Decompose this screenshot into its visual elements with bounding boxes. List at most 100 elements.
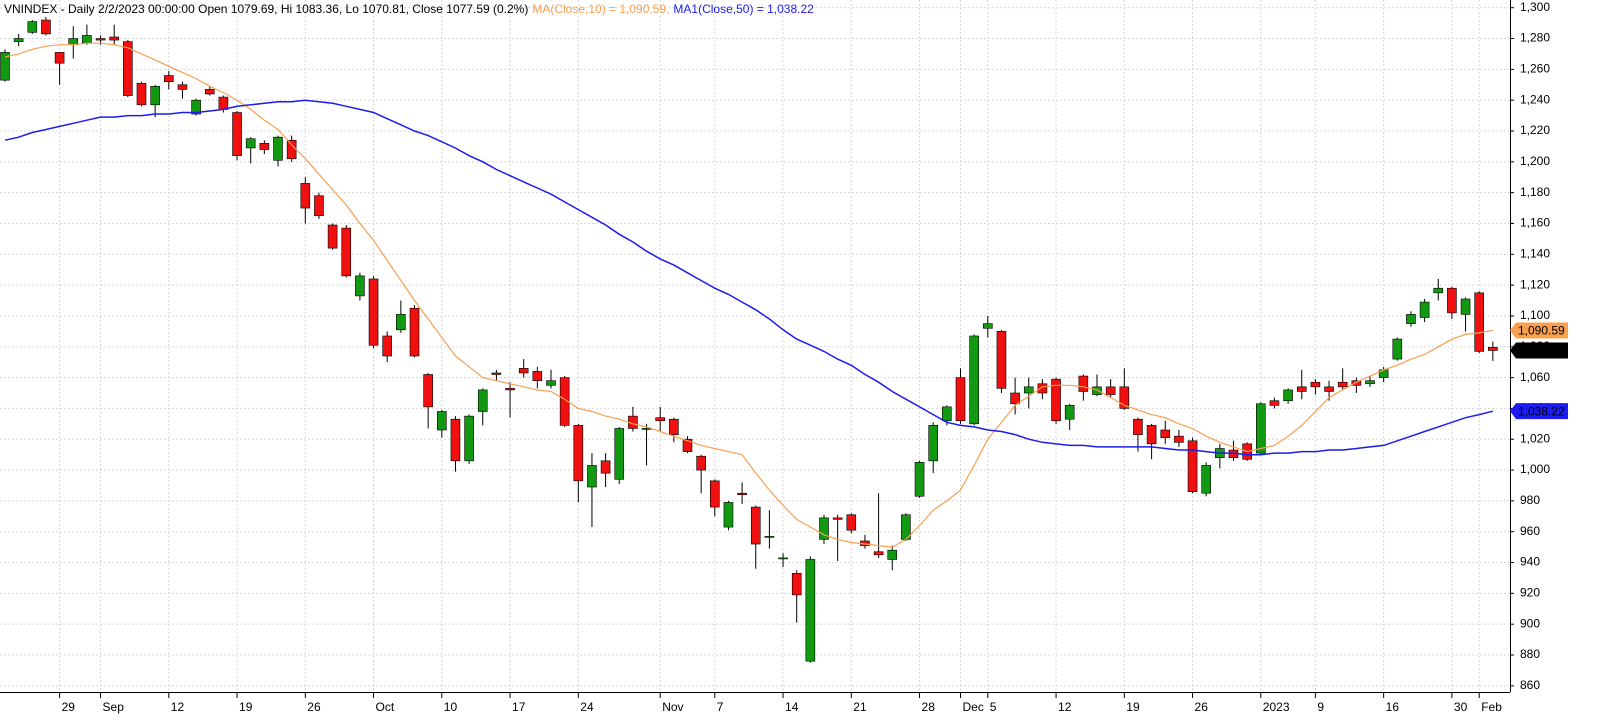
candle-body — [491, 372, 502, 375]
candle-body — [587, 465, 597, 488]
candle-body — [164, 75, 174, 82]
candle-body — [396, 314, 406, 331]
x-tick-label: 19 — [1126, 700, 1140, 714]
candle-body — [1064, 405, 1075, 420]
y-tick-label: 1,180 — [1520, 185, 1550, 199]
candle-body — [423, 374, 433, 408]
candle-body — [764, 536, 775, 538]
last-value-label: 1,077.59 — [1518, 344, 1565, 358]
x-tick-label: 12 — [1058, 700, 1072, 714]
candle-body — [1256, 403, 1266, 454]
candle-body — [314, 195, 324, 217]
x-tick-label: 26 — [1195, 700, 1209, 714]
candle-body — [805, 559, 816, 662]
candle-body — [1474, 292, 1484, 352]
candle-body — [150, 86, 160, 106]
candle-body — [709, 480, 720, 508]
candle-body — [1078, 375, 1089, 392]
legend-entry: MA(Close,10) = 1,090.59, — [532, 2, 669, 16]
x-tick-label: Dec — [963, 700, 984, 714]
candle-body — [136, 82, 147, 106]
x-tick-label: Sep — [103, 700, 125, 714]
y-tick-label: 1,300 — [1520, 0, 1550, 14]
candle-body — [1296, 386, 1307, 392]
y-tick-label: 940 — [1520, 555, 1540, 569]
y-tick-label: 1,200 — [1520, 154, 1550, 168]
candle-body — [737, 492, 747, 496]
chart-header: VNINDEX - Daily 2/2/2023 00:00:00 Open 1… — [4, 2, 814, 16]
candle-body — [1133, 418, 1143, 435]
candle-body — [1283, 389, 1293, 402]
candle-body — [123, 41, 133, 96]
last-value-box — [1510, 322, 1568, 339]
y-tick-label: 1,060 — [1520, 370, 1550, 384]
x-tick-label: Feb — [1481, 700, 1502, 714]
candle-body — [54, 52, 65, 64]
chart-title: VNINDEX - Daily 2/2/2023 00:00:00 Open 1… — [4, 2, 528, 16]
candle-body — [1105, 386, 1116, 395]
x-tick-label: Nov — [662, 700, 683, 714]
candle-body — [505, 388, 515, 391]
candle-body — [1365, 380, 1375, 385]
y-tick-label: 1,120 — [1520, 277, 1550, 291]
y-tick-label: 900 — [1520, 616, 1540, 630]
candle-body — [1010, 392, 1020, 405]
candle-body — [1406, 314, 1416, 324]
candle-body — [600, 460, 611, 474]
candle-body — [1051, 378, 1061, 422]
candle-body — [464, 415, 474, 462]
x-tick-label: 14 — [785, 700, 799, 714]
x-tick-label: 28 — [922, 700, 936, 714]
candle-body — [436, 411, 447, 431]
candle-body — [791, 573, 802, 596]
candle-body — [341, 227, 352, 277]
candle-body — [1174, 435, 1184, 443]
candle-body — [1023, 386, 1034, 394]
y-tick-label: 860 — [1520, 678, 1540, 692]
y-tick-label: 1,280 — [1520, 31, 1550, 45]
x-tick-label: 16 — [1386, 700, 1400, 714]
candle-body — [1488, 346, 1498, 351]
candle-body — [300, 183, 311, 209]
candle-body — [532, 371, 543, 381]
candle-body — [832, 517, 843, 520]
ma-line — [4, 42, 1494, 548]
y-tick-label: 1,100 — [1520, 308, 1550, 322]
candle-body — [1146, 425, 1157, 445]
candle-body — [914, 462, 925, 497]
x-tick-label: 2023 — [1263, 700, 1290, 714]
x-tick-label: 21 — [853, 700, 867, 714]
last-value-box — [1510, 342, 1568, 359]
y-tick-label: 1,260 — [1520, 62, 1550, 76]
candle-body — [518, 368, 529, 374]
candle-body — [273, 136, 283, 161]
candle-body — [218, 96, 229, 110]
candle-body — [559, 377, 570, 426]
candle-body — [1419, 301, 1430, 318]
candle-body — [409, 307, 420, 357]
candle-body — [382, 335, 393, 357]
candle-body — [955, 377, 966, 422]
x-tick-label: 17 — [512, 700, 526, 714]
candle-body — [13, 38, 24, 42]
candle-body — [1092, 386, 1102, 395]
candle-body — [204, 89, 215, 95]
candle-body — [723, 502, 734, 528]
marks — [0, 16, 1498, 663]
y-tick-label: 980 — [1520, 493, 1540, 507]
candle-body — [450, 418, 461, 462]
y-tick-label: 1,240 — [1520, 92, 1550, 106]
candle-body — [969, 335, 979, 425]
candle-body — [655, 417, 666, 422]
x-tick-label: 24 — [580, 700, 594, 714]
candle-body — [259, 143, 270, 150]
last-value-box — [1510, 403, 1568, 420]
y-tick-label: 960 — [1520, 524, 1540, 538]
candle-body — [682, 438, 693, 452]
candle-body — [1460, 298, 1471, 315]
candle-body — [477, 389, 488, 412]
candle-body — [819, 517, 829, 540]
y-tick-label: 1,220 — [1520, 123, 1550, 137]
candle-body — [232, 112, 242, 156]
